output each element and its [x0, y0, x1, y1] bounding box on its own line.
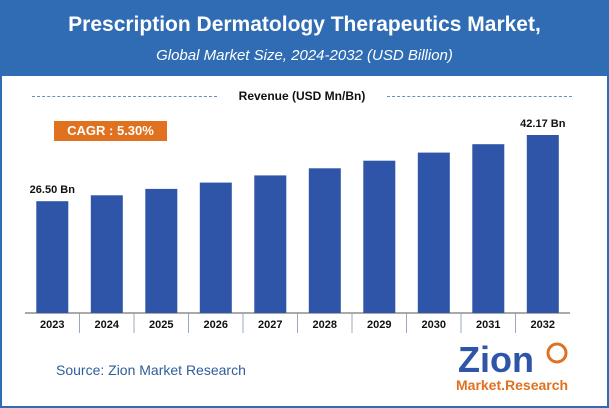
chart-header: Prescription Dermatology Therapeutics Ma… — [2, 2, 607, 76]
legend-divider-left — [32, 96, 217, 97]
x-tick-label: 2023 — [40, 319, 64, 331]
bar-2032 — [526, 135, 559, 313]
chart-subtitle: Global Market Size, 2024-2032 (USD Billi… — [156, 47, 453, 64]
x-tick-label: 2026 — [204, 319, 228, 331]
x-tick-label: 2027 — [258, 319, 282, 331]
bar-2028 — [308, 168, 341, 313]
bar-2024 — [90, 195, 123, 313]
bar-2026 — [199, 182, 232, 313]
logo-word: Zion — [458, 339, 534, 380]
bar-2025 — [145, 188, 178, 313]
bar-2023 — [36, 201, 69, 313]
data-label: 26.50 Bn — [30, 184, 76, 196]
bar-2030 — [417, 152, 450, 313]
cagr-badge: CAGR : 5.30% — [54, 121, 167, 141]
source-note: Source: Zion Market Research — [56, 362, 246, 378]
legend-label: Revenue (USD Mn/Bn) — [238, 89, 366, 103]
x-tick-label: 2031 — [476, 319, 500, 331]
bar-2031 — [472, 144, 505, 313]
logo-globe-icon — [546, 342, 568, 364]
logo-tagline: Market.Research — [456, 377, 568, 393]
zion-logo: Zion Market.Research — [456, 339, 568, 393]
legend-divider-right — [387, 96, 572, 97]
legend: Revenue (USD Mn/Bn) — [32, 87, 572, 107]
chart-title: Prescription Dermatology Therapeutics Ma… — [68, 13, 541, 36]
x-tick-label: 2025 — [149, 319, 173, 331]
x-tick-label: 2032 — [531, 319, 555, 331]
x-tick-label: 2029 — [367, 319, 391, 331]
data-label: 42.17 Bn — [520, 118, 566, 130]
bar-2029 — [363, 160, 396, 313]
x-tick-label: 2024 — [95, 319, 120, 331]
x-tick-label: 2030 — [422, 319, 446, 331]
x-tick-label: 2028 — [313, 319, 337, 331]
bar-2027 — [254, 175, 287, 313]
